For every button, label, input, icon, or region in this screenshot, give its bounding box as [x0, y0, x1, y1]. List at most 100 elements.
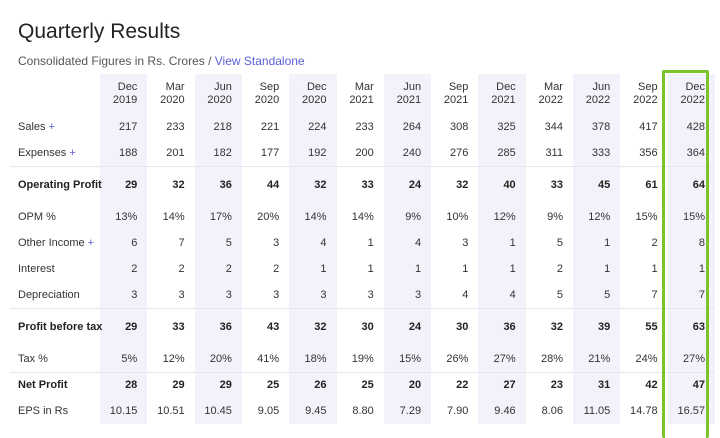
- table-cell: 7: [651, 288, 658, 301]
- table-cell: 233: [166, 121, 185, 133]
- table-cell: 276: [450, 146, 469, 159]
- column-year: 2020: [302, 94, 327, 106]
- table-cell: 36: [194, 166, 242, 204]
- row-label-text: OPM %: [18, 211, 56, 223]
- table-cell: 27: [478, 372, 526, 398]
- table-cell: 15%: [635, 211, 658, 223]
- column-month: Mar: [165, 81, 185, 93]
- column-year: 2022: [680, 94, 705, 106]
- table-cell: 21%: [572, 346, 621, 372]
- table-cell: 10%: [446, 211, 469, 223]
- table-cell: 221: [260, 121, 280, 133]
- table-cell: 30: [456, 321, 469, 334]
- row-label-text: Operating Profit: [18, 178, 102, 191]
- column-year: 2021: [443, 94, 469, 106]
- column-month: Jun: [214, 81, 232, 93]
- table-cell: 32: [550, 321, 563, 334]
- table-cell: 201: [166, 146, 185, 159]
- table-cell: 9%: [547, 211, 563, 223]
- table-cell: 4: [289, 230, 337, 256]
- table-cell: 31: [572, 372, 621, 398]
- table-cell: 3: [383, 282, 432, 308]
- table-cell: 45: [572, 166, 621, 204]
- column-header: Sep 2020: [242, 74, 289, 114]
- view-standalone-link[interactable]: View Standalone: [214, 54, 305, 68]
- table-cell: 1: [462, 263, 469, 275]
- table-cell: 10.15: [100, 398, 148, 424]
- table-cell: 25: [266, 379, 280, 392]
- table-cell: 26%: [446, 352, 469, 365]
- table-cell: 12%: [162, 352, 185, 365]
- table-cell: 8.80: [352, 405, 374, 417]
- column-month: Mar: [544, 81, 563, 93]
- table-cell: 41%: [257, 352, 280, 365]
- row-label: Net Profit: [10, 372, 100, 398]
- row-label: EPS in Rs: [10, 398, 100, 424]
- row-label[interactable]: Other Income +: [10, 230, 100, 256]
- column-header: Dec 2020: [289, 74, 337, 114]
- table-cell: 4: [383, 230, 432, 256]
- column-year: 2022: [538, 94, 563, 106]
- table-cell: 1: [383, 256, 432, 282]
- column-year: 2021: [349, 94, 374, 106]
- column-header: Dec 2021: [478, 74, 526, 114]
- table-cell: 61: [645, 179, 658, 192]
- table-cell: 42: [645, 379, 658, 392]
- expand-plus-icon[interactable]: +: [48, 121, 55, 133]
- table-cell: 32: [289, 166, 337, 204]
- table-cell: 356: [639, 146, 658, 159]
- table-cell: 23: [550, 379, 563, 392]
- table-cell: 29: [100, 166, 148, 204]
- table-row: Tax % 5% 12% 20% 41% 18% 19% 15% 26% 27% 28% 21% 24%…: [10, 346, 715, 372]
- table-cell: 3: [194, 282, 242, 308]
- table-cell: 32: [172, 179, 185, 192]
- table-cell: 2: [100, 256, 148, 282]
- table-cell: 233: [355, 121, 374, 133]
- header-corner: [10, 74, 100, 114]
- table-cell: 177: [260, 146, 280, 159]
- table-cell: 378: [572, 114, 621, 140]
- expand-plus-icon[interactable]: +: [87, 237, 95, 249]
- expand-plus-icon[interactable]: +: [69, 146, 76, 159]
- row-label-text: Expenses: [18, 146, 67, 159]
- row-label: Interest: [10, 256, 100, 282]
- table-cell: 2: [651, 237, 658, 249]
- table-cell: 218: [194, 114, 242, 140]
- table-row: OPM % 13% 14% 17% 20% 14% 14% 9% 10% 12% 9% 12% 15% 1…: [10, 204, 715, 230]
- table-cell: 32: [456, 179, 469, 192]
- table-cell: 325: [478, 114, 526, 140]
- table-cell: 1: [572, 230, 621, 256]
- table-row: Depreciation 3 3 3 3 3 3 3 4 4 5 5 7 7: [10, 282, 715, 308]
- table-cell: 5: [556, 237, 563, 249]
- table-cell: 30: [361, 321, 374, 334]
- column-month: Jun: [403, 81, 422, 93]
- table-row[interactable]: Expenses +188 201 182 177 192 200 240 276 285 311 3…: [10, 140, 715, 166]
- table-cell: 22: [456, 379, 469, 392]
- table-cell: 200: [355, 146, 374, 159]
- column-header: Mar 2021: [337, 74, 384, 114]
- table-cell: 17%: [194, 204, 242, 230]
- table-cell: 9%: [383, 204, 432, 230]
- table-cell: 39: [572, 308, 621, 346]
- table-cell: 311: [545, 146, 563, 159]
- column-year: 2022: [633, 94, 658, 106]
- table-cell: 188: [100, 140, 148, 166]
- table-cell: 10.51: [157, 405, 185, 417]
- table-cell: 1: [572, 256, 621, 282]
- row-label[interactable]: Expenses +: [10, 140, 100, 166]
- table-cell: 43: [266, 321, 280, 334]
- row-label-text: Depreciation: [18, 288, 80, 301]
- page-title: Quarterly Results: [18, 20, 181, 43]
- table-cell: 14%: [351, 211, 374, 223]
- table-cell: 11.05: [572, 398, 621, 424]
- table-cell: 5: [572, 282, 621, 308]
- table-row[interactable]: Sales +217 233 218 221 224 233 264 308 325 344 378 4…: [10, 114, 715, 140]
- column-year: 2022: [585, 94, 611, 106]
- table-cell: 14.78: [630, 405, 658, 417]
- column-month: Sep: [448, 81, 469, 93]
- row-label[interactable]: Sales +: [10, 114, 100, 140]
- table-cell: 1: [367, 237, 374, 249]
- column-month: Dec: [306, 81, 327, 93]
- table-cell: 20: [383, 372, 432, 398]
- table-row[interactable]: Other Income +6 7 5 3 4 1 4 3 1 5 1 2 8: [10, 230, 715, 256]
